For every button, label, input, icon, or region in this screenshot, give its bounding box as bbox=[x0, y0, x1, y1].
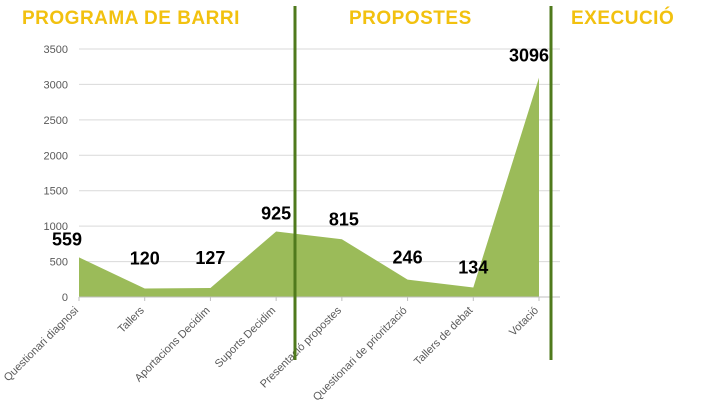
phase-dividers bbox=[293, 6, 553, 360]
x-tick-label: Questionari diagnosi bbox=[2, 305, 81, 384]
x-tick-label: Votació bbox=[507, 305, 541, 339]
data-label: 925 bbox=[261, 203, 291, 223]
phase-title-execucio: EXECUCIÓ bbox=[571, 8, 675, 29]
y-tick-label: 500 bbox=[50, 257, 68, 269]
data-label: 3096 bbox=[509, 46, 549, 66]
phase-title-propostes: PROPOSTES bbox=[349, 8, 472, 29]
phase-title-programa-de-barri: PROGRAMA DE BARRI bbox=[22, 8, 240, 29]
y-tick-label: 2500 bbox=[44, 115, 68, 127]
y-tick-label: 0 bbox=[62, 292, 68, 304]
x-tick-label: Aportacions Decidim bbox=[133, 305, 213, 385]
data-labels: 559 120 127 925 815 246 134 3096 bbox=[52, 46, 549, 278]
data-label: 246 bbox=[393, 248, 423, 268]
x-tick-label: Tallers bbox=[116, 304, 147, 335]
y-tick-label: 3500 bbox=[44, 44, 68, 56]
gridlines bbox=[79, 48, 560, 263]
data-label: 559 bbox=[52, 229, 82, 249]
data-label: 134 bbox=[458, 258, 488, 278]
y-tick-label: 3000 bbox=[44, 79, 68, 91]
y-tick-label: 1500 bbox=[44, 186, 68, 198]
y-tick-label: 1000 bbox=[44, 221, 68, 233]
area-series bbox=[79, 77, 539, 298]
data-label: 120 bbox=[130, 248, 160, 268]
data-label: 127 bbox=[195, 248, 225, 268]
x-tick-label: Suports Decidim bbox=[213, 305, 279, 371]
axes: 0 500 1000 1500 2000 2500 3000 3500 Questionari … bbox=[2, 44, 560, 403]
data-label: 815 bbox=[329, 209, 359, 229]
y-tick-label: 2000 bbox=[44, 150, 68, 162]
x-tick-label: Tallers de debat bbox=[412, 305, 475, 368]
area-fill bbox=[79, 77, 539, 298]
